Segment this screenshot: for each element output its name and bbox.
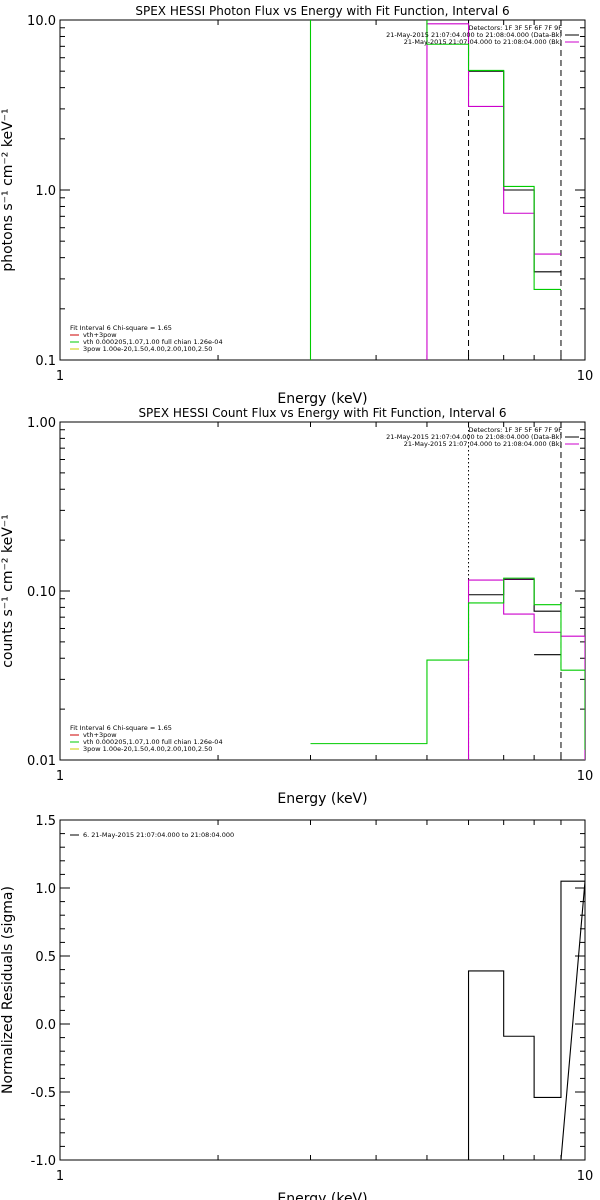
legend-entry: 21-May-2015 21:07:04.000 to 21:08:04.000… [404,440,579,448]
data-series [467,579,585,760]
x-tick-label: 10 [577,1169,594,1184]
photon-flux-panel: SPEX HESSI Photon Flux vs Energy with Fi… [0,4,594,407]
legend-entry: vth+3pow [70,731,117,739]
plot-area [309,20,562,360]
data-series [426,23,561,360]
y-tick-label: 0.01 [27,754,56,769]
y-tick-label: 0.5 [35,950,56,965]
y-tick-label: 1.0 [35,882,56,897]
legend-text: vth 0.000205,1.07,1.00 full chian 1.26e-… [83,338,223,346]
plot-frame [59,421,586,761]
data-series [467,880,585,1160]
legend-entry: vth 0.000205,1.07,1.00 full chian 1.26e-… [70,738,223,746]
y-tick-label: -1.0 [31,1154,56,1169]
y-axis-label: counts s⁻¹ cm⁻² keV⁻¹ [0,514,16,668]
data-series [468,70,561,273]
y-tick-label: 10.0 [27,14,56,29]
x-tick-label: 10 [577,369,594,384]
x-tick-label: 1 [56,769,64,784]
x-axis-label: Energy (keV) [277,1191,367,1200]
legend-entry: 21-May-2015 21:07:04.000 to 21:08:04.000… [404,38,579,46]
legend-entry: vth 0.000205,1.07,1.00 full chian 1.26e-… [70,338,223,346]
plot-frame [59,819,586,1161]
legend-text: 3pow 1.00e-20,1.50,4.00,2.00,100,2.50 [83,345,212,353]
legend-entry: 3pow 1.00e-20,1.50,4.00,2.00,100,2.50 [70,745,212,753]
y-tick-label: 0.1 [35,354,56,369]
legend-entry: 6. 21-May-2015 21:07:04.000 to 21:08:04.… [70,831,234,839]
x-axis-label: Energy (keV) [277,391,367,407]
count-flux-panel: SPEX HESSI Count Flux vs Energy with Fit… [0,406,593,807]
legend-text: 6. 21-May-2015 21:07:04.000 to 21:08:04.… [83,831,234,839]
chart-title: SPEX HESSI Count Flux vs Energy with Fit… [138,406,506,420]
legend-text: 21-May-2015 21:07:04.000 to 21:08:04.000… [386,433,562,441]
y-tick-label: 1.0 [35,184,56,199]
legend-text: 3pow 1.00e-20,1.50,4.00,2.00,100,2.50 [83,745,212,753]
data-series [310,577,585,750]
legend-text: vth+3pow [83,731,117,739]
legend-entry: 21-May-2015 21:07:04.000 to 21:08:04.000… [386,433,579,441]
y-tick-label: 0.10 [27,585,56,600]
plot-area [467,880,585,1160]
y-axis-label: Normalized Residuals (sigma) [0,886,16,1094]
x-tick-label: 1 [56,369,64,384]
chart-title: SPEX HESSI Photon Flux vs Energy with Fi… [135,4,509,18]
data-series [309,20,561,360]
x-tick-label: 1 [56,1169,64,1184]
legend-text: Fit Interval 6 Chi-square = 1.65 [70,324,172,332]
legend-entry: vth+3pow [70,331,117,339]
y-tick-label: 0.0 [35,1018,56,1033]
legend-text: 21-May-2015 21:07:04.000 to 21:08:04.000… [404,440,562,448]
legend-entry: Fit Interval 6 Chi-square = 1.65 [70,324,172,332]
legend-entry: 21-May-2015 21:07:04.000 to 21:08:04.000… [386,31,579,39]
legend-text: Detectors: 1F 3F 5F 6F 7F 9F [468,426,562,434]
legend-text: 21-May-2015 21:07:04.000 to 21:08:04.000… [386,31,562,39]
legend-text: Fit Interval 6 Chi-square = 1.65 [70,724,172,732]
residuals-panel: 1 10 Energy (keV) -1.0 -0.5 0.0 0.5 1.0 1.5 Norma… [0,814,593,1200]
y-tick-label: 1.5 [35,814,56,829]
legend-entry: Fit Interval 6 Chi-square = 1.65 [70,724,172,732]
legend-text: vth+3pow [83,331,117,339]
legend-text: Detectors: 1F 3F 5F 6F 7F 9F [468,24,562,32]
y-tick-label: -0.5 [31,1086,56,1101]
legend-entry: Detectors: 1F 3F 5F 6F 7F 9F [468,426,562,434]
x-tick-label: 10 [577,769,594,784]
legend-text: 21-May-2015 21:07:04.000 to 21:08:04.000… [404,38,562,46]
legend-entry: 3pow 1.00e-20,1.50,4.00,2.00,100,2.50 [70,345,212,353]
data-series [468,578,561,612]
legend-entry: Detectors: 1F 3F 5F 6F 7F 9F [468,24,562,32]
y-axis-label: photons s⁻¹ cm⁻² keV⁻¹ [0,108,16,271]
y-tick-label: 1.00 [27,416,56,431]
plot-area [310,422,585,760]
legend-text: vth 0.000205,1.07,1.00 full chian 1.26e-… [83,738,223,746]
x-axis-label: Energy (keV) [277,791,367,807]
